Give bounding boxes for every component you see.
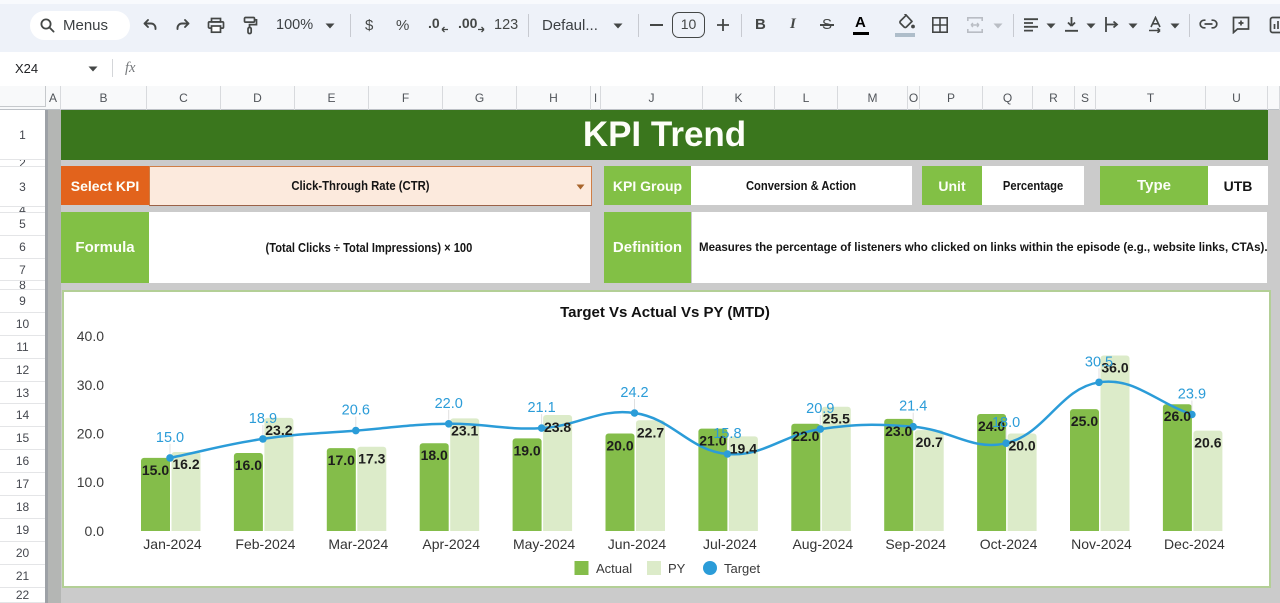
svg-text:Nov-2024: Nov-2024 — [1071, 536, 1132, 552]
svg-text:Actual: Actual — [596, 561, 632, 576]
svg-text:20.0: 20.0 — [1008, 438, 1035, 454]
svg-text:22.0: 22.0 — [792, 428, 819, 444]
svg-text:26.0: 26.0 — [1164, 408, 1191, 424]
svg-text:30.5: 30.5 — [1085, 354, 1113, 370]
svg-text:21.4: 21.4 — [899, 399, 927, 415]
svg-text:25.5: 25.5 — [823, 411, 850, 427]
svg-text:20.7: 20.7 — [916, 434, 943, 450]
svg-text:18.9: 18.9 — [249, 411, 277, 427]
svg-text:Target Vs Actual Vs PY (MTD): Target Vs Actual Vs PY (MTD) — [560, 304, 770, 321]
svg-text:Dec-2024: Dec-2024 — [1164, 536, 1225, 552]
svg-text:Sep-2024: Sep-2024 — [885, 536, 946, 552]
svg-text:May-2024: May-2024 — [513, 536, 575, 552]
svg-text:Feb-2024: Feb-2024 — [235, 536, 295, 552]
svg-text:30.0: 30.0 — [77, 377, 104, 393]
svg-text:Aug-2024: Aug-2024 — [792, 536, 853, 552]
svg-text:20.0: 20.0 — [77, 426, 104, 442]
svg-text:23.1: 23.1 — [451, 422, 478, 438]
svg-text:17.3: 17.3 — [358, 451, 385, 467]
svg-text:17.0: 17.0 — [328, 452, 355, 468]
svg-text:10.0: 10.0 — [77, 474, 104, 490]
svg-text:18.0: 18.0 — [992, 415, 1020, 431]
svg-text:Target: Target — [724, 561, 761, 576]
svg-text:15.0: 15.0 — [156, 430, 184, 446]
svg-text:20.6: 20.6 — [342, 403, 370, 419]
svg-text:16.0: 16.0 — [235, 457, 262, 473]
svg-text:36.0: 36.0 — [1101, 360, 1128, 376]
svg-text:21.0: 21.0 — [699, 433, 726, 449]
svg-text:Jun-2024: Jun-2024 — [608, 536, 667, 552]
svg-text:25.0: 25.0 — [1071, 413, 1098, 429]
svg-text:23.8: 23.8 — [544, 419, 571, 435]
svg-text:40.0: 40.0 — [77, 328, 104, 344]
svg-text:19.0: 19.0 — [513, 442, 540, 458]
svg-text:22.7: 22.7 — [637, 424, 664, 440]
svg-text:Oct-2024: Oct-2024 — [980, 536, 1038, 552]
svg-text:23.9: 23.9 — [1178, 387, 1206, 403]
svg-text:24.2: 24.2 — [620, 385, 648, 401]
svg-text:23.2: 23.2 — [265, 422, 292, 438]
svg-text:Jan-2024: Jan-2024 — [143, 536, 202, 552]
svg-text:16.2: 16.2 — [172, 456, 199, 472]
svg-text:20.6: 20.6 — [1194, 435, 1221, 451]
svg-text:18.0: 18.0 — [421, 447, 448, 463]
svg-text:24.0: 24.0 — [978, 418, 1005, 434]
svg-text:PY: PY — [668, 561, 686, 576]
svg-text:20.9: 20.9 — [806, 401, 834, 417]
svg-text:Jul-2024: Jul-2024 — [703, 536, 757, 552]
svg-text:15.8: 15.8 — [713, 426, 741, 442]
svg-text:22.0: 22.0 — [435, 396, 463, 412]
svg-text:23.0: 23.0 — [885, 423, 912, 439]
svg-text:19.4: 19.4 — [730, 440, 757, 456]
svg-text:Mar-2024: Mar-2024 — [328, 536, 388, 552]
svg-text:0.0: 0.0 — [85, 523, 105, 539]
svg-text:Apr-2024: Apr-2024 — [422, 536, 480, 552]
svg-text:20.0: 20.0 — [606, 438, 633, 454]
svg-text:15.0: 15.0 — [142, 462, 169, 478]
svg-text:21.1: 21.1 — [527, 400, 555, 416]
